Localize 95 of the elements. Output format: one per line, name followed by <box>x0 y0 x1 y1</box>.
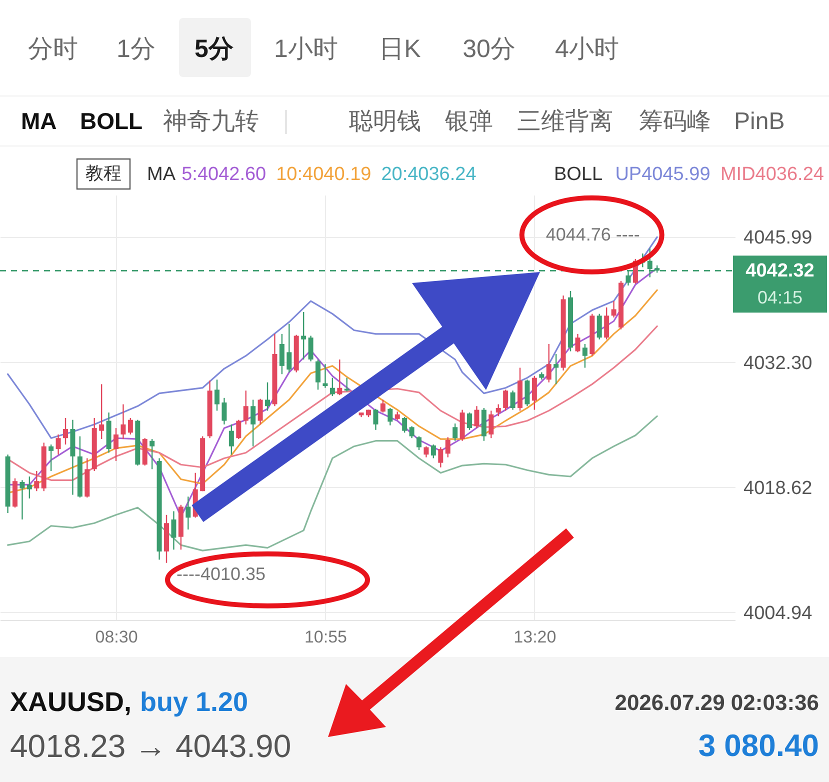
candlestick <box>582 343 588 368</box>
candlestick <box>150 438 155 470</box>
x-tick-label: 08:30 <box>95 628 138 646</box>
candlestick <box>258 398 263 426</box>
text: BOLL <box>80 108 143 134</box>
text: 神奇九转 <box>163 108 259 135</box>
text: XAUUSD, <box>10 687 132 717</box>
candlestick <box>445 436 450 458</box>
candlestick <box>228 424 234 456</box>
text: 3 080.40 <box>698 728 819 763</box>
candlestick <box>546 343 552 383</box>
text: 10:4040.19 <box>276 164 372 185</box>
text: 4小时 <box>555 35 619 63</box>
y-tick-label: 4032.30 <box>744 352 812 374</box>
candlestick <box>279 333 284 375</box>
candlestick <box>322 363 328 388</box>
text: 30分 <box>462 35 516 63</box>
y-tick-label: 4004.94 <box>744 602 813 624</box>
candlestick <box>409 426 414 439</box>
candlestick <box>301 311 306 360</box>
candlestick <box>114 427 119 462</box>
candlestick <box>438 446 444 468</box>
annotation: 4044.76 ---- <box>546 224 640 244</box>
text: MA <box>21 108 57 134</box>
candlestick <box>243 390 248 426</box>
text: 5分 <box>194 35 234 63</box>
text: buy 1.20 <box>140 687 248 717</box>
candlestick <box>186 496 191 530</box>
text: 2026.07.29 02:03:36 <box>614 690 819 715</box>
candlestick <box>611 300 616 318</box>
text: 日K <box>379 35 422 63</box>
candlestick <box>604 306 610 340</box>
ref-line-label: 4042.32 <box>746 260 814 282</box>
text: 5:4042.60 <box>182 164 266 185</box>
candlestick <box>56 434 61 456</box>
candlestick <box>63 417 68 446</box>
candlestick <box>496 404 501 417</box>
candlestick <box>575 333 580 353</box>
text: 三维背离 <box>517 108 613 135</box>
candlestick <box>596 313 602 340</box>
candlestick <box>308 335 314 362</box>
candlestick <box>554 353 559 385</box>
candlestick <box>503 389 508 412</box>
candlestick <box>330 377 335 397</box>
candlestick <box>120 404 126 440</box>
candlestick <box>474 406 480 429</box>
text: PinB <box>734 108 785 135</box>
text: 银弹 <box>444 108 493 135</box>
x-tick-label: 13:20 <box>514 628 556 646</box>
text: 1小时 <box>274 35 338 63</box>
candlestick <box>488 410 494 439</box>
candlestick <box>430 444 436 459</box>
candlestick <box>20 480 25 520</box>
text: 教程 <box>86 163 122 183</box>
candlestick <box>34 470 40 492</box>
candlestick <box>286 323 292 373</box>
y-tick-label: 4045.99 <box>744 228 812 249</box>
text: 筹码峰 <box>639 108 711 135</box>
candlestick <box>510 390 516 410</box>
candlestick <box>388 407 393 426</box>
candlestick <box>171 510 176 550</box>
candlestick <box>250 399 256 447</box>
candlestick <box>128 417 133 436</box>
candlestick <box>532 375 537 410</box>
text: 聪明钱 <box>349 108 421 135</box>
text: 1分 <box>116 35 156 63</box>
x-tick-label: 10:55 <box>304 628 347 646</box>
candlestick <box>416 436 422 451</box>
candlestick <box>265 382 270 412</box>
candlestick <box>467 412 472 430</box>
text: 分时 <box>28 35 78 63</box>
annotation: ----4010.35 <box>176 564 266 584</box>
candlestick <box>524 379 530 407</box>
line-series <box>6 415 658 552</box>
text: MA <box>147 164 176 185</box>
candlestick <box>380 399 386 414</box>
candlestick <box>26 476 32 500</box>
candlestick <box>402 416 408 434</box>
text: UP4045.99 <box>615 164 710 185</box>
candlestick <box>373 408 378 430</box>
y-tick-label: 4018.62 <box>744 478 812 499</box>
candlestick <box>222 397 227 426</box>
text: 04:15 <box>757 288 803 308</box>
candlestick <box>99 384 104 440</box>
candlestick <box>452 422 458 442</box>
candlestick <box>424 446 429 458</box>
candlestick <box>214 379 220 412</box>
legend-label: 20:4036.24 <box>381 164 477 185</box>
candlestick <box>316 358 321 390</box>
text: BOLL <box>554 164 603 185</box>
candlestick <box>236 419 242 440</box>
text: 4018.23 → 4043.90 <box>10 728 292 764</box>
text: MID4036.24 <box>720 164 824 185</box>
candlestick <box>48 444 54 472</box>
candlestick <box>337 358 342 396</box>
